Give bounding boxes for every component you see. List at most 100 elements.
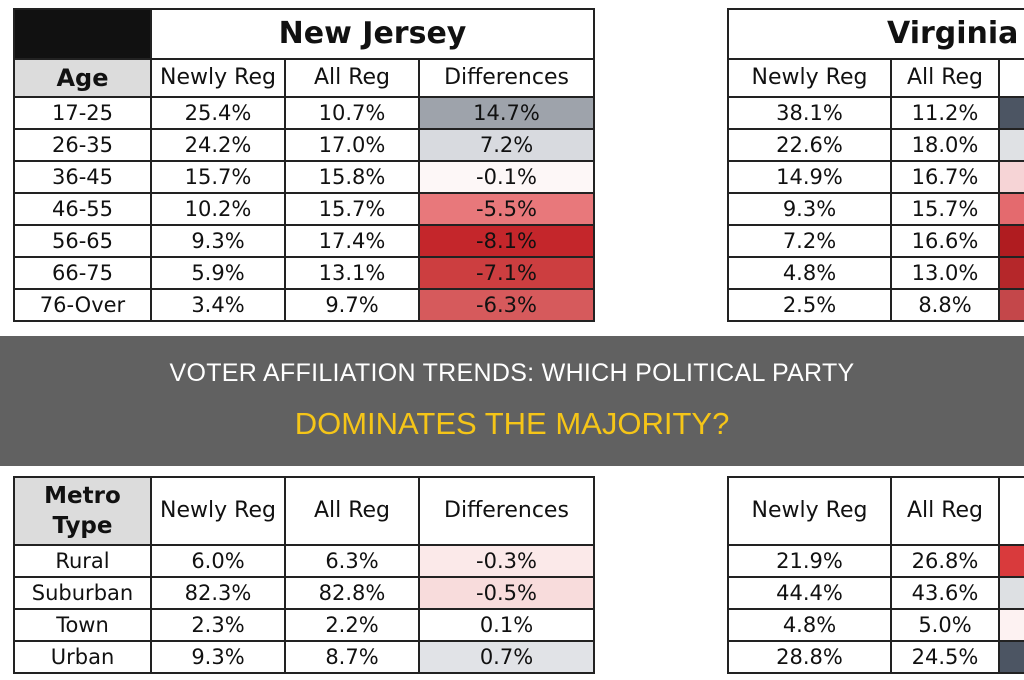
newly-reg-cell: 25.4%	[150, 96, 286, 130]
column-header: Newly Reg	[150, 476, 286, 546]
title-row: New Jersey	[13, 8, 596, 60]
all-reg-cell: 8.7%	[284, 640, 420, 674]
column-header: All Reg	[890, 476, 1000, 546]
all-reg-cell: 17.0%	[284, 128, 420, 162]
newly-reg-cell: 21.9%	[727, 544, 892, 578]
table-row: 56-65 9.3% 17.4% -8.1%	[13, 224, 596, 258]
table-row: 38.1% 11.2%	[727, 96, 1024, 130]
column-header: Newly Reg	[727, 58, 892, 98]
row-label: 46-55	[13, 192, 152, 226]
newly-reg-cell: 4.8%	[727, 256, 892, 290]
newly-reg-cell: 2.5%	[727, 288, 892, 322]
newly-reg-cell: 6.0%	[150, 544, 286, 578]
table-row: 4.8% 13.0%	[727, 256, 1024, 290]
all-reg-cell: 2.2%	[284, 608, 420, 642]
all-reg-cell: 6.3%	[284, 544, 420, 578]
new-jersey-metro-table: Metro Type Newly Reg All Reg Differences Rur…	[13, 476, 595, 674]
difference-cell	[998, 192, 1024, 226]
row-label: 17-25	[13, 96, 152, 130]
newly-reg-cell: 3.4%	[150, 288, 286, 322]
header-row: Metro Type Newly Reg All Reg Differences	[13, 476, 595, 546]
newly-reg-cell: 7.2%	[727, 224, 892, 258]
virginia-age-table: Virginia Newly Reg All Reg 38.1% 11.2% 22.6%…	[727, 8, 1024, 322]
all-reg-cell: 18.0%	[890, 128, 1000, 162]
column-header: Newly Reg	[727, 476, 892, 546]
table-row: 9.3% 15.7%	[727, 192, 1024, 226]
newly-reg-cell: 44.4%	[727, 576, 892, 610]
all-reg-cell: 43.6%	[890, 576, 1000, 610]
difference-cell: -0.3%	[418, 544, 595, 578]
table-row: 17-25 25.4% 10.7% 14.7%	[13, 96, 596, 130]
row-label: Rural	[13, 544, 152, 578]
difference-cell	[998, 576, 1024, 610]
newly-reg-cell: 4.8%	[727, 608, 892, 642]
column-header-differences	[998, 58, 1024, 98]
row-label: 56-65	[13, 224, 152, 258]
overlay-title-line1: VOTER AFFILIATION TRENDS: WHICH POLITICA…	[169, 359, 855, 387]
corner-cell	[13, 8, 152, 60]
virginia-metro-table: Newly Reg All Reg 21.9% 26.8% 44.4% 43.6% 4.8%…	[727, 476, 1024, 674]
table-row: 4.8% 5.0%	[727, 608, 1024, 642]
column-header: All Reg	[284, 58, 420, 98]
table-row: 21.9% 26.8%	[727, 544, 1024, 578]
all-reg-cell: 13.0%	[890, 256, 1000, 290]
header-row: Newly Reg All Reg	[727, 476, 1024, 546]
table-row: Suburban 82.3% 82.8% -0.5%	[13, 576, 595, 610]
state-title: Virginia	[727, 8, 1024, 60]
difference-cell	[998, 608, 1024, 642]
all-reg-cell: 15.7%	[890, 192, 1000, 226]
title-overlay-band	[0, 336, 1024, 466]
table-row: 7.2% 16.6%	[727, 224, 1024, 258]
difference-cell	[998, 96, 1024, 130]
row-label: 76-Over	[13, 288, 152, 322]
all-reg-cell: 13.1%	[284, 256, 420, 290]
difference-cell	[998, 544, 1024, 578]
difference-cell: -6.3%	[417, 288, 596, 322]
overlay-title-line2: DOMINATES THE MAJORITY?	[294, 406, 730, 441]
all-reg-cell: 16.7%	[890, 160, 1000, 194]
column-header: All Reg	[890, 58, 1000, 98]
all-reg-cell: 15.8%	[284, 160, 420, 194]
newly-reg-cell: 9.3%	[150, 224, 286, 258]
all-reg-cell: 10.7%	[284, 96, 420, 130]
all-reg-cell: 8.8%	[890, 288, 1000, 322]
table-row: 28.8% 24.5%	[727, 640, 1024, 674]
all-reg-cell: 17.4%	[284, 224, 420, 258]
column-header: Newly Reg	[150, 58, 286, 98]
difference-cell: -0.1%	[417, 160, 596, 194]
table-row: 44.4% 43.6%	[727, 576, 1024, 610]
all-reg-cell: 15.7%	[284, 192, 420, 226]
difference-cell: -0.5%	[418, 576, 595, 610]
all-reg-cell: 11.2%	[890, 96, 1000, 130]
newly-reg-cell: 82.3%	[150, 576, 286, 610]
newly-reg-cell: 15.7%	[150, 160, 286, 194]
newly-reg-cell: 38.1%	[727, 96, 892, 130]
table-row: 36-45 15.7% 15.8% -0.1%	[13, 160, 596, 194]
newly-reg-cell: 2.3%	[150, 608, 286, 642]
column-header: Metro Type	[13, 476, 152, 546]
difference-cell: 14.7%	[417, 96, 596, 130]
all-reg-cell: 9.7%	[284, 288, 420, 322]
difference-cell: 0.1%	[418, 608, 595, 642]
column-header-differences	[998, 476, 1024, 546]
difference-cell: -5.5%	[417, 192, 596, 226]
difference-cell: -8.1%	[417, 224, 596, 258]
newly-reg-cell: 9.3%	[150, 640, 286, 674]
newly-reg-cell: 5.9%	[150, 256, 286, 290]
all-reg-cell: 24.5%	[890, 640, 1000, 674]
difference-cell	[998, 256, 1024, 290]
difference-cell	[998, 288, 1024, 322]
newly-reg-cell: 28.8%	[727, 640, 892, 674]
difference-cell	[998, 224, 1024, 258]
newly-reg-cell: 24.2%	[150, 128, 286, 162]
all-reg-cell: 26.8%	[890, 544, 1000, 578]
table-row: 26-35 24.2% 17.0% 7.2%	[13, 128, 596, 162]
table-row: 46-55 10.2% 15.7% -5.5%	[13, 192, 596, 226]
all-reg-cell: 82.8%	[284, 576, 420, 610]
row-label: Town	[13, 608, 152, 642]
row-label: 66-75	[13, 256, 152, 290]
column-header: Age	[13, 58, 152, 98]
column-header: Differences	[418, 476, 595, 546]
table-row: 66-75 5.9% 13.1% -7.1%	[13, 256, 596, 290]
table-row: 2.5% 8.8%	[727, 288, 1024, 322]
